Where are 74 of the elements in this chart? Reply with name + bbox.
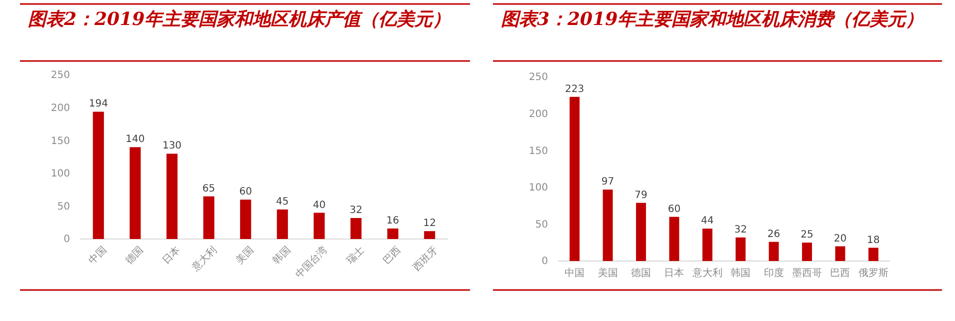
bar — [835, 246, 846, 261]
data-label: 60 — [668, 204, 681, 215]
data-label: 32 — [734, 224, 747, 236]
y-tick-label: 0 — [64, 234, 70, 246]
x-tick-label: 韩国 — [270, 244, 294, 267]
y-tick-label: 100 — [528, 182, 548, 194]
x-tick-label: 巴西 — [381, 244, 404, 267]
bar — [868, 248, 878, 261]
data-label: 44 — [701, 216, 714, 227]
bar — [636, 202, 646, 261]
x-tick-label: 中国 — [86, 244, 110, 267]
x-tick-label: 墨西哥 — [792, 268, 822, 280]
bar — [602, 190, 613, 261]
bar — [424, 231, 436, 239]
data-label: 16 — [386, 216, 400, 227]
data-label: 223 — [565, 84, 584, 95]
data-label: 79 — [634, 190, 648, 201]
bar — [166, 154, 178, 239]
bar — [240, 200, 252, 239]
data-label: 130 — [162, 140, 182, 152]
y-tick-label: 100 — [50, 168, 70, 180]
data-label: 97 — [601, 176, 614, 188]
x-tick-label: 中国台湾 — [293, 244, 330, 281]
data-label: 40 — [312, 200, 326, 211]
chart-title: 图表2：2019年主要国家和地区机床产值（亿美元） — [28, 9, 451, 30]
y-tick-label: 0 — [542, 256, 548, 268]
y-tick-label: 50 — [57, 201, 70, 212]
bar — [669, 216, 680, 261]
bar — [276, 209, 288, 239]
data-label: 18 — [867, 234, 880, 246]
x-tick-label: 西班牙 — [410, 244, 440, 274]
data-label: 20 — [834, 233, 847, 244]
x-tick-label: 日本 — [664, 267, 684, 280]
y-tick-label: 50 — [535, 219, 548, 230]
data-label: 26 — [767, 228, 780, 240]
x-tick-label: 瑞士 — [344, 244, 367, 267]
y-tick-label: 150 — [50, 136, 70, 147]
bar — [314, 212, 325, 239]
x-tick-label: 印度 — [764, 267, 784, 280]
x-tick-label: 德国 — [124, 244, 146, 267]
data-label: 65 — [202, 183, 216, 194]
data-label: 25 — [800, 230, 814, 241]
x-tick-label: 美国 — [234, 244, 256, 267]
bar — [92, 112, 104, 239]
y-tick-label: 150 — [528, 146, 548, 157]
chart-title: 图表3：2019年主要国家和地区机床消费（亿美元） — [501, 9, 924, 30]
bar — [350, 218, 362, 239]
data-label: 32 — [350, 205, 362, 216]
bar — [570, 96, 580, 261]
y-tick-label: 200 — [528, 109, 548, 120]
bar — [802, 242, 812, 261]
y-tick-label: 250 — [50, 70, 70, 82]
y-tick-label: 200 — [50, 103, 70, 114]
bar — [702, 228, 712, 261]
x-tick-label: 巴西 — [830, 268, 850, 280]
bar — [387, 228, 398, 239]
x-tick-label: 日本 — [160, 244, 183, 267]
x-tick-label: 美国 — [598, 267, 618, 280]
x-tick-label: 意大利 — [691, 267, 722, 280]
data-label: 12 — [423, 218, 436, 230]
data-label: 140 — [126, 134, 145, 146]
data-label: 194 — [88, 98, 108, 110]
bar — [736, 237, 746, 261]
bar — [130, 147, 141, 239]
x-tick-label: 中国 — [564, 267, 585, 280]
x-tick-label: 韩国 — [730, 267, 751, 280]
data-label: 45 — [276, 196, 289, 208]
y-tick-label: 250 — [528, 72, 548, 84]
bar — [768, 242, 779, 261]
bar — [203, 196, 214, 239]
x-tick-label: 德国 — [631, 268, 651, 280]
x-tick-label: 意大利 — [189, 244, 220, 274]
data-label: 60 — [239, 186, 252, 198]
x-tick-label: 俄罗斯 — [858, 267, 888, 280]
